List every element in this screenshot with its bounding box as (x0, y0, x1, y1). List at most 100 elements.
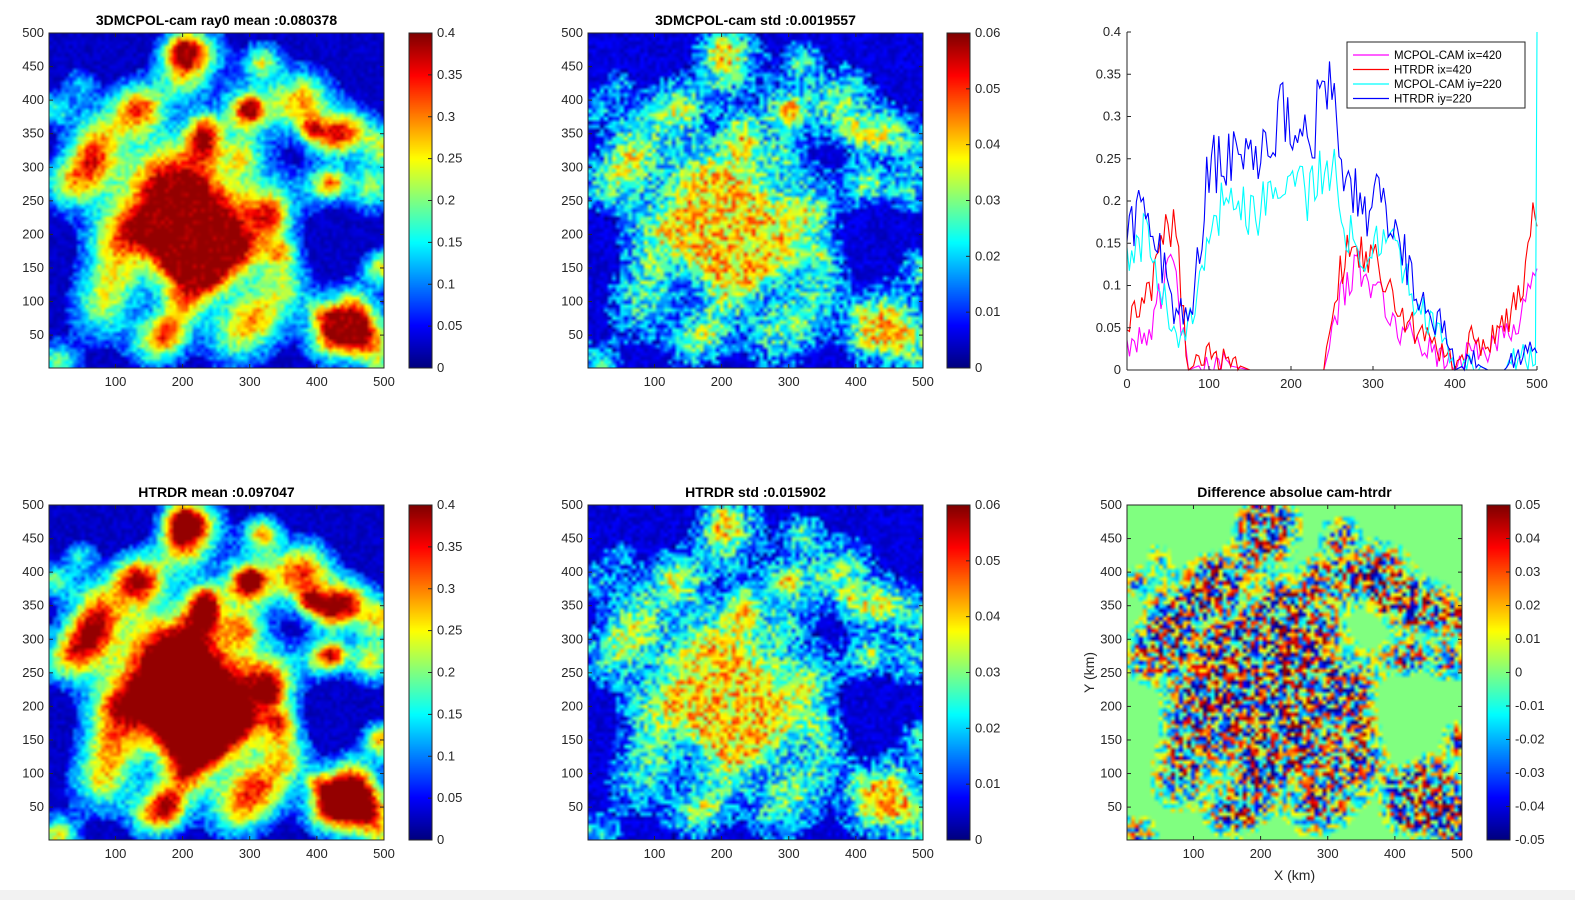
x-tick-label: 0 (1123, 376, 1130, 391)
y-tick-label: 450 (22, 59, 44, 74)
x-tick-label: 500 (1526, 376, 1548, 391)
map-cam-std: 3DMCPOL-cam std :0.0019557 100 200 300 400 50… (561, 12, 1000, 389)
legend-entry: MCPOL-CAM ix=420 (1394, 50, 1502, 62)
colorbar-tick-label: 0.01 (975, 776, 1000, 791)
colorbar-tick-label: 0.01 (1515, 631, 1540, 646)
colorbar-tick-label: 0.15 (437, 706, 462, 721)
y-tick-label: 400 (22, 564, 44, 579)
y-tick-label: 300 (561, 631, 583, 646)
colorbar-tick-label: 0.1 (437, 276, 455, 291)
y-tick-label: 150 (561, 260, 583, 275)
x-tick-label: 500 (912, 846, 934, 861)
x-tick-label: 400 (306, 846, 328, 861)
colorbar-tick-label: -0.03 (1515, 765, 1545, 780)
y-tick-label: 250 (561, 193, 583, 208)
x-axis-label: X (km) (1274, 867, 1315, 883)
colorbar-tick-label: 0.04 (975, 137, 1000, 152)
x-tick-label: 300 (1317, 846, 1339, 861)
series-line-2 (1126, 31, 1538, 371)
x-tick-label: 300 (778, 374, 800, 389)
colorbar-tick-label: 0.3 (437, 109, 455, 124)
x-tick-label: 500 (373, 846, 395, 861)
colorbar-tick-label: 0.05 (437, 318, 462, 333)
colorbar-tick-label: 0.25 (437, 623, 462, 638)
y-tick-label: 150 (1100, 732, 1122, 747)
map-cam-mean: 3DMCPOL-cam ray0 mean :0.080378 100 200 300… (22, 12, 462, 389)
x-tick-label: 100 (105, 846, 127, 861)
legend-entry: MCPOL-CAM iy=220 (1394, 79, 1502, 91)
x-tick-label: 100 (1198, 376, 1220, 391)
colorbar-tick-label: -0.01 (1515, 698, 1545, 713)
y-tick-label: 500 (561, 25, 583, 40)
colorbar-image (409, 33, 432, 368)
x-tick-label: 400 (306, 374, 328, 389)
y-tick-label: 100 (22, 294, 44, 309)
heatmap-image (588, 33, 923, 368)
legend-entry: HTRDR iy=220 (1394, 94, 1472, 106)
y-tick-label: 50 (1108, 799, 1122, 814)
x-tick-label: 100 (644, 846, 666, 861)
x-tick-label: 400 (1444, 376, 1466, 391)
y-tick-label: 150 (22, 732, 44, 747)
y-tick-label: 350 (561, 126, 583, 141)
colorbar-tick-label: 0 (975, 832, 982, 847)
colorbar-tick-label: -0.05 (1515, 832, 1545, 847)
y-tick-label: 50 (569, 799, 583, 814)
colorbar-tick-label: 0.05 (975, 553, 1000, 568)
chart-title: HTRDR mean :0.097047 (138, 484, 295, 500)
x-tick-label: 300 (239, 374, 261, 389)
y-tick-label: 0.4 (1103, 24, 1121, 39)
x-tick-label: 200 (172, 374, 194, 389)
heatmap-image (588, 505, 923, 840)
colorbar-image (947, 505, 970, 840)
colorbar-tick-label: 0.05 (975, 81, 1000, 96)
y-tick-label: 450 (1100, 531, 1122, 546)
y-tick-label: 450 (22, 531, 44, 546)
colorbar-tick-label: 0.35 (437, 67, 462, 82)
colorbar-tick-label: 0.2 (437, 665, 455, 680)
x-tick-label: 100 (1183, 846, 1205, 861)
y-tick-label: 400 (1100, 564, 1122, 579)
heatmap-image (49, 33, 384, 368)
y-tick-label: 0.2 (1103, 193, 1121, 208)
colorbar-image (1487, 505, 1510, 840)
y-tick-label: 300 (22, 159, 44, 174)
colorbar: 0 0.05 0.1 0.15 0.2 0.25 0.3 0.35 0.4 (408, 25, 462, 375)
colorbar-tick-label: 0.4 (437, 497, 455, 512)
y-tick-label: 50 (30, 327, 44, 342)
colorbar-tick-label: 0.15 (437, 234, 462, 249)
chart-title: HTRDR std :0.015902 (685, 484, 826, 500)
colorbar-image (409, 505, 432, 840)
y-tick-label: 0.25 (1096, 151, 1121, 166)
x-tick-label: 300 (1362, 376, 1384, 391)
colorbar-tick-label: 0.03 (1515, 564, 1540, 579)
y-tick-label: 150 (561, 732, 583, 747)
colorbar: -0.05 -0.04 -0.03 -0.02 -0.01 0 0.01 0.02 0.03 0.… (1486, 497, 1545, 847)
colorbar-tick-label: 0.01 (975, 304, 1000, 319)
colorbar-tick-label: 0.05 (1515, 497, 1540, 512)
colorbar-tick-label: 0.3 (437, 581, 455, 596)
x-tick-label: 400 (1384, 846, 1406, 861)
x-tick-label: 500 (912, 374, 934, 389)
colorbar-tick-label: 0 (437, 832, 444, 847)
y-tick-label: 150 (22, 260, 44, 275)
y-tick-label: 450 (561, 59, 583, 74)
x-tick-label: 200 (711, 374, 733, 389)
colorbar-tick-label: 0 (975, 360, 982, 375)
x-tick-label: 200 (711, 846, 733, 861)
y-tick-label: 450 (561, 531, 583, 546)
y-tick-label: 0.35 (1096, 66, 1121, 81)
colorbar-tick-label: 0 (1515, 665, 1522, 680)
colorbar-image (947, 33, 970, 368)
x-tick-label: 200 (1250, 846, 1272, 861)
x-tick-label: 100 (644, 374, 666, 389)
y-tick-label: 250 (561, 665, 583, 680)
y-tick-label: 50 (569, 327, 583, 342)
y-tick-label: 300 (22, 631, 44, 646)
y-tick-label: 400 (22, 92, 44, 107)
colorbar-tick-label: 0.04 (1515, 531, 1540, 546)
chart-title: 3DMCPOL-cam ray0 mean :0.080378 (96, 12, 337, 28)
x-tick-label: 500 (373, 374, 395, 389)
colorbar: 0 0.01 0.02 0.03 0.04 0.05 0.06 (946, 25, 1000, 375)
